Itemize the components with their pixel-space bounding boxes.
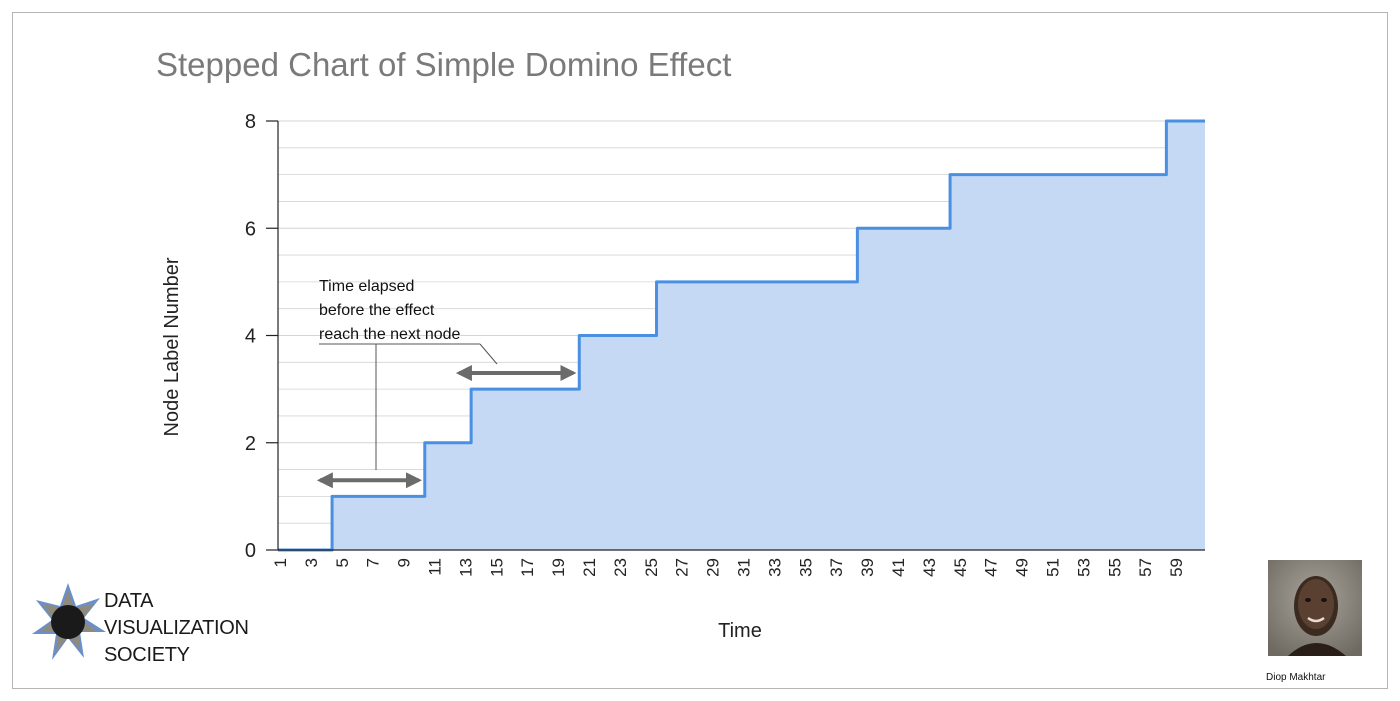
annotation-text: before the effect bbox=[319, 302, 435, 319]
logo-line-1: DATA bbox=[104, 590, 154, 612]
x-tick-label: 49 bbox=[1013, 558, 1032, 577]
logo-line-3: SOCIETY bbox=[104, 644, 190, 666]
x-tick-label: 33 bbox=[765, 558, 784, 577]
x-tick-label: 17 bbox=[518, 558, 537, 577]
x-tick-label: 5 bbox=[333, 558, 352, 567]
x-axis-label: Time bbox=[718, 620, 762, 642]
x-tick-label: 29 bbox=[704, 558, 723, 577]
x-tick-label: 35 bbox=[796, 558, 815, 577]
x-tick-label: 3 bbox=[302, 558, 321, 567]
y-tick-label: 6 bbox=[245, 218, 256, 240]
x-tick-label: 45 bbox=[951, 558, 970, 577]
x-tick-label: 37 bbox=[827, 558, 846, 577]
series-area bbox=[278, 121, 1205, 550]
y-tick-label: 2 bbox=[245, 433, 256, 455]
logo-text: DATA VISUALIZATION SOCIETY bbox=[104, 588, 249, 669]
x-tick-label: 1 bbox=[271, 558, 290, 567]
x-tick-label: 41 bbox=[889, 558, 908, 577]
chart-title: Stepped Chart of Simple Domino Effect bbox=[156, 46, 732, 83]
y-axis-label: Node Label Number bbox=[161, 257, 183, 436]
x-tick-label: 19 bbox=[549, 558, 568, 577]
x-tick-label: 43 bbox=[920, 558, 939, 577]
x-tick-label: 57 bbox=[1136, 558, 1155, 577]
x-tick-label: 11 bbox=[426, 558, 445, 576]
annotation-pointer bbox=[479, 343, 498, 365]
author-photo bbox=[1268, 560, 1362, 656]
annotation-text: Time elapsed bbox=[319, 278, 414, 295]
logo-star-icon bbox=[32, 583, 106, 660]
x-tick-label: 15 bbox=[487, 558, 506, 577]
x-tick-label: 21 bbox=[580, 558, 599, 577]
y-tick-label: 4 bbox=[245, 326, 256, 348]
x-tick-label: 9 bbox=[395, 558, 414, 567]
x-tick-label: 59 bbox=[1167, 558, 1186, 577]
series-line bbox=[278, 119, 1205, 552]
annotation-text: reach the next node bbox=[319, 326, 461, 343]
x-tick-label: 39 bbox=[858, 558, 877, 577]
x-tick-label: 51 bbox=[1044, 558, 1063, 577]
y-tick-label: 8 bbox=[245, 111, 256, 133]
data-visualization-society-logo bbox=[32, 583, 106, 660]
x-tick-label: 25 bbox=[642, 558, 661, 577]
x-tick-label: 47 bbox=[982, 558, 1001, 577]
x-tick-label: 31 bbox=[735, 558, 754, 577]
x-tick-label: 55 bbox=[1105, 558, 1124, 577]
x-tick-label: 27 bbox=[673, 558, 692, 577]
x-tick-label: 7 bbox=[364, 558, 383, 567]
y-tick-label: 0 bbox=[245, 540, 256, 562]
x-tick-label: 53 bbox=[1074, 558, 1093, 577]
x-tick-label: 23 bbox=[611, 558, 630, 577]
x-tick-label: 13 bbox=[456, 558, 475, 577]
author-name: Diop Makhtar bbox=[1266, 672, 1326, 683]
logo-line-2: VISUALIZATION bbox=[104, 617, 249, 639]
